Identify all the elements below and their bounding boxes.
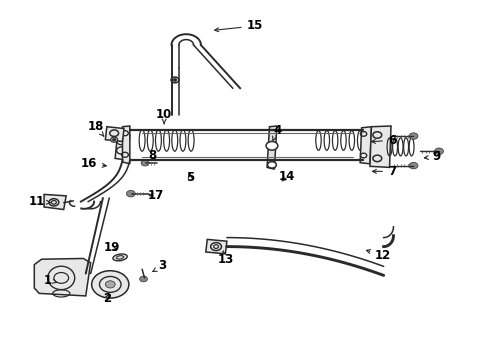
Text: 2: 2 [103, 292, 111, 305]
Polygon shape [206, 239, 227, 254]
Text: 11: 11 [28, 195, 50, 208]
Text: 9: 9 [424, 150, 440, 163]
Text: 12: 12 [367, 249, 392, 262]
Text: 7: 7 [372, 165, 396, 178]
Text: 15: 15 [215, 19, 263, 32]
Polygon shape [105, 127, 124, 141]
Text: 18: 18 [87, 120, 104, 136]
Circle shape [141, 160, 149, 166]
Text: 8: 8 [148, 149, 156, 162]
Circle shape [268, 162, 276, 168]
Text: 10: 10 [156, 108, 172, 123]
Text: 17: 17 [147, 189, 164, 202]
Text: 19: 19 [103, 241, 120, 254]
Circle shape [140, 276, 147, 282]
Polygon shape [122, 126, 130, 164]
Text: 16: 16 [81, 157, 106, 170]
Circle shape [126, 190, 135, 197]
Circle shape [173, 78, 177, 81]
Text: 5: 5 [186, 171, 194, 184]
Polygon shape [360, 127, 371, 164]
Polygon shape [44, 194, 66, 210]
Circle shape [266, 141, 278, 150]
Circle shape [409, 133, 418, 139]
Circle shape [112, 138, 116, 141]
Polygon shape [115, 133, 130, 160]
Polygon shape [267, 126, 277, 169]
Text: 3: 3 [153, 259, 167, 272]
Text: 4: 4 [273, 124, 281, 140]
Ellipse shape [113, 254, 127, 261]
Text: 14: 14 [279, 170, 295, 183]
Circle shape [92, 271, 129, 298]
Circle shape [171, 77, 179, 83]
Polygon shape [370, 126, 391, 167]
Text: 1: 1 [44, 274, 57, 287]
Text: 13: 13 [217, 251, 234, 266]
Polygon shape [34, 258, 91, 296]
Circle shape [111, 137, 118, 142]
Circle shape [105, 281, 115, 288]
Circle shape [435, 148, 443, 154]
Circle shape [409, 162, 418, 169]
Text: 6: 6 [371, 134, 396, 147]
